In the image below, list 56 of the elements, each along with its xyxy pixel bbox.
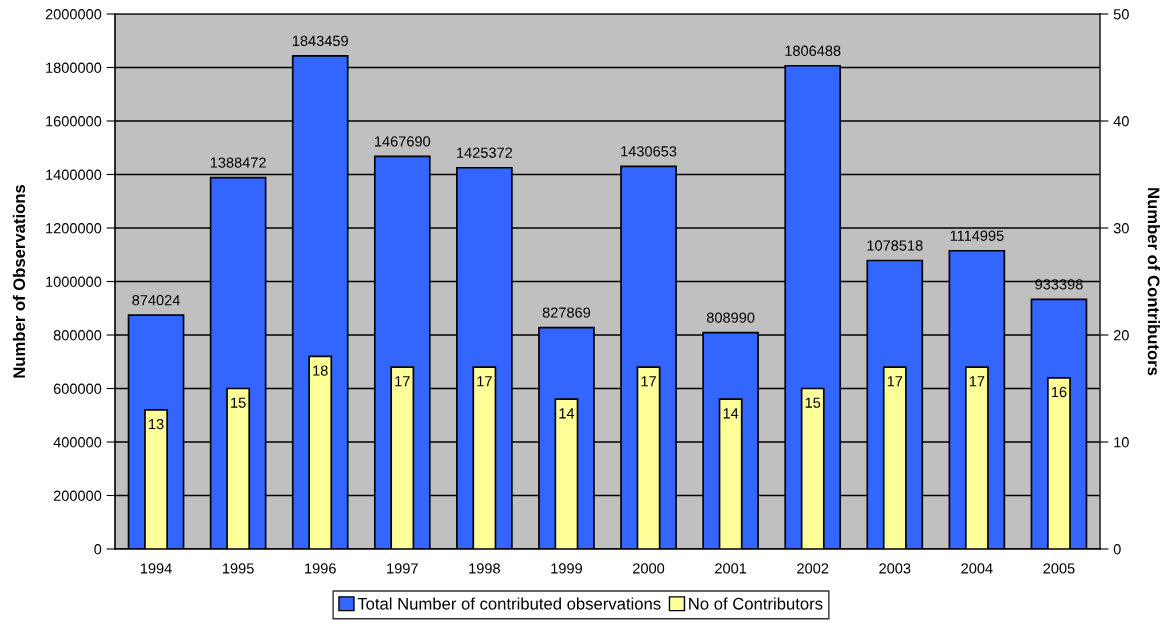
y-tick-label: 0 bbox=[94, 544, 102, 555]
data-label: 1843459 bbox=[292, 35, 348, 47]
y2-axis-title: Number of Contributors bbox=[1147, 188, 1160, 376]
data-label: 17 bbox=[969, 376, 985, 387]
y-tick-label: 200000 bbox=[53, 490, 102, 501]
x-tick-label: 1997 bbox=[387, 563, 418, 574]
y-tick-label: 2000000 bbox=[45, 9, 102, 20]
legend-label: Total Number of contributed observations bbox=[357, 597, 661, 610]
x-tick-label: 2005 bbox=[1043, 563, 1075, 574]
x-tick-label: 2001 bbox=[715, 563, 747, 574]
y-tick-label: 1000000 bbox=[46, 276, 102, 287]
data-label: 18 bbox=[313, 365, 328, 376]
y2-tick-label: 20 bbox=[1113, 330, 1129, 341]
data-label: 808990 bbox=[706, 312, 755, 323]
y2-tick-label: 50 bbox=[1113, 9, 1129, 20]
y2-tick-label: 0 bbox=[1113, 544, 1121, 555]
x-tick-label: 1995 bbox=[223, 563, 254, 574]
data-label: 1806488 bbox=[785, 45, 841, 56]
data-label: 1078518 bbox=[867, 240, 923, 251]
data-label: 17 bbox=[395, 376, 410, 387]
x-tick-label: 2003 bbox=[879, 563, 911, 574]
x-tick-label: 1994 bbox=[140, 563, 172, 574]
data-label: 17 bbox=[641, 376, 656, 387]
y-tick-label: 600000 bbox=[53, 383, 102, 394]
data-label: 16 bbox=[1051, 386, 1067, 398]
data-label: 15 bbox=[231, 397, 246, 408]
y-tick-label: 1200000 bbox=[46, 223, 102, 234]
data-label: 1425372 bbox=[457, 147, 513, 158]
data-label: 1114995 bbox=[950, 230, 1004, 241]
x-tick-label: 2002 bbox=[797, 563, 829, 574]
y2-tick-label: 30 bbox=[1113, 223, 1129, 234]
data-label: 1430653 bbox=[621, 146, 677, 157]
y-tick-label: 1600000 bbox=[46, 116, 102, 127]
legend-label: No of Contributors bbox=[689, 597, 823, 610]
y-tick-label: 800000 bbox=[53, 330, 102, 341]
data-label: 1388472 bbox=[210, 157, 266, 168]
y2-tick-label: 40 bbox=[1113, 116, 1129, 127]
data-label: 17 bbox=[887, 376, 903, 387]
data-label: 14 bbox=[559, 408, 575, 419]
data-label: 874024 bbox=[132, 295, 180, 306]
data-label: 1467690 bbox=[375, 136, 431, 147]
x-tick-label: 2000 bbox=[633, 563, 665, 574]
x-tick-label: 1999 bbox=[551, 563, 582, 574]
y-axis-title: Number of Observations bbox=[12, 184, 26, 378]
data-label: 15 bbox=[805, 397, 821, 408]
x-tick-label: 2004 bbox=[961, 563, 993, 574]
y-tick-label: 400000 bbox=[53, 437, 102, 448]
data-label: 14 bbox=[723, 408, 739, 419]
y-tick-label: 1400000 bbox=[46, 169, 102, 180]
data-label: 17 bbox=[477, 376, 492, 387]
y2-tick-label: 10 bbox=[1114, 437, 1129, 448]
x-tick-label: 1996 bbox=[305, 563, 336, 574]
data-label: 827869 bbox=[542, 307, 591, 318]
x-tick-label: 1998 bbox=[469, 563, 500, 574]
y-tick-label: 1800000 bbox=[46, 62, 102, 73]
data-label: 13 bbox=[149, 418, 164, 430]
